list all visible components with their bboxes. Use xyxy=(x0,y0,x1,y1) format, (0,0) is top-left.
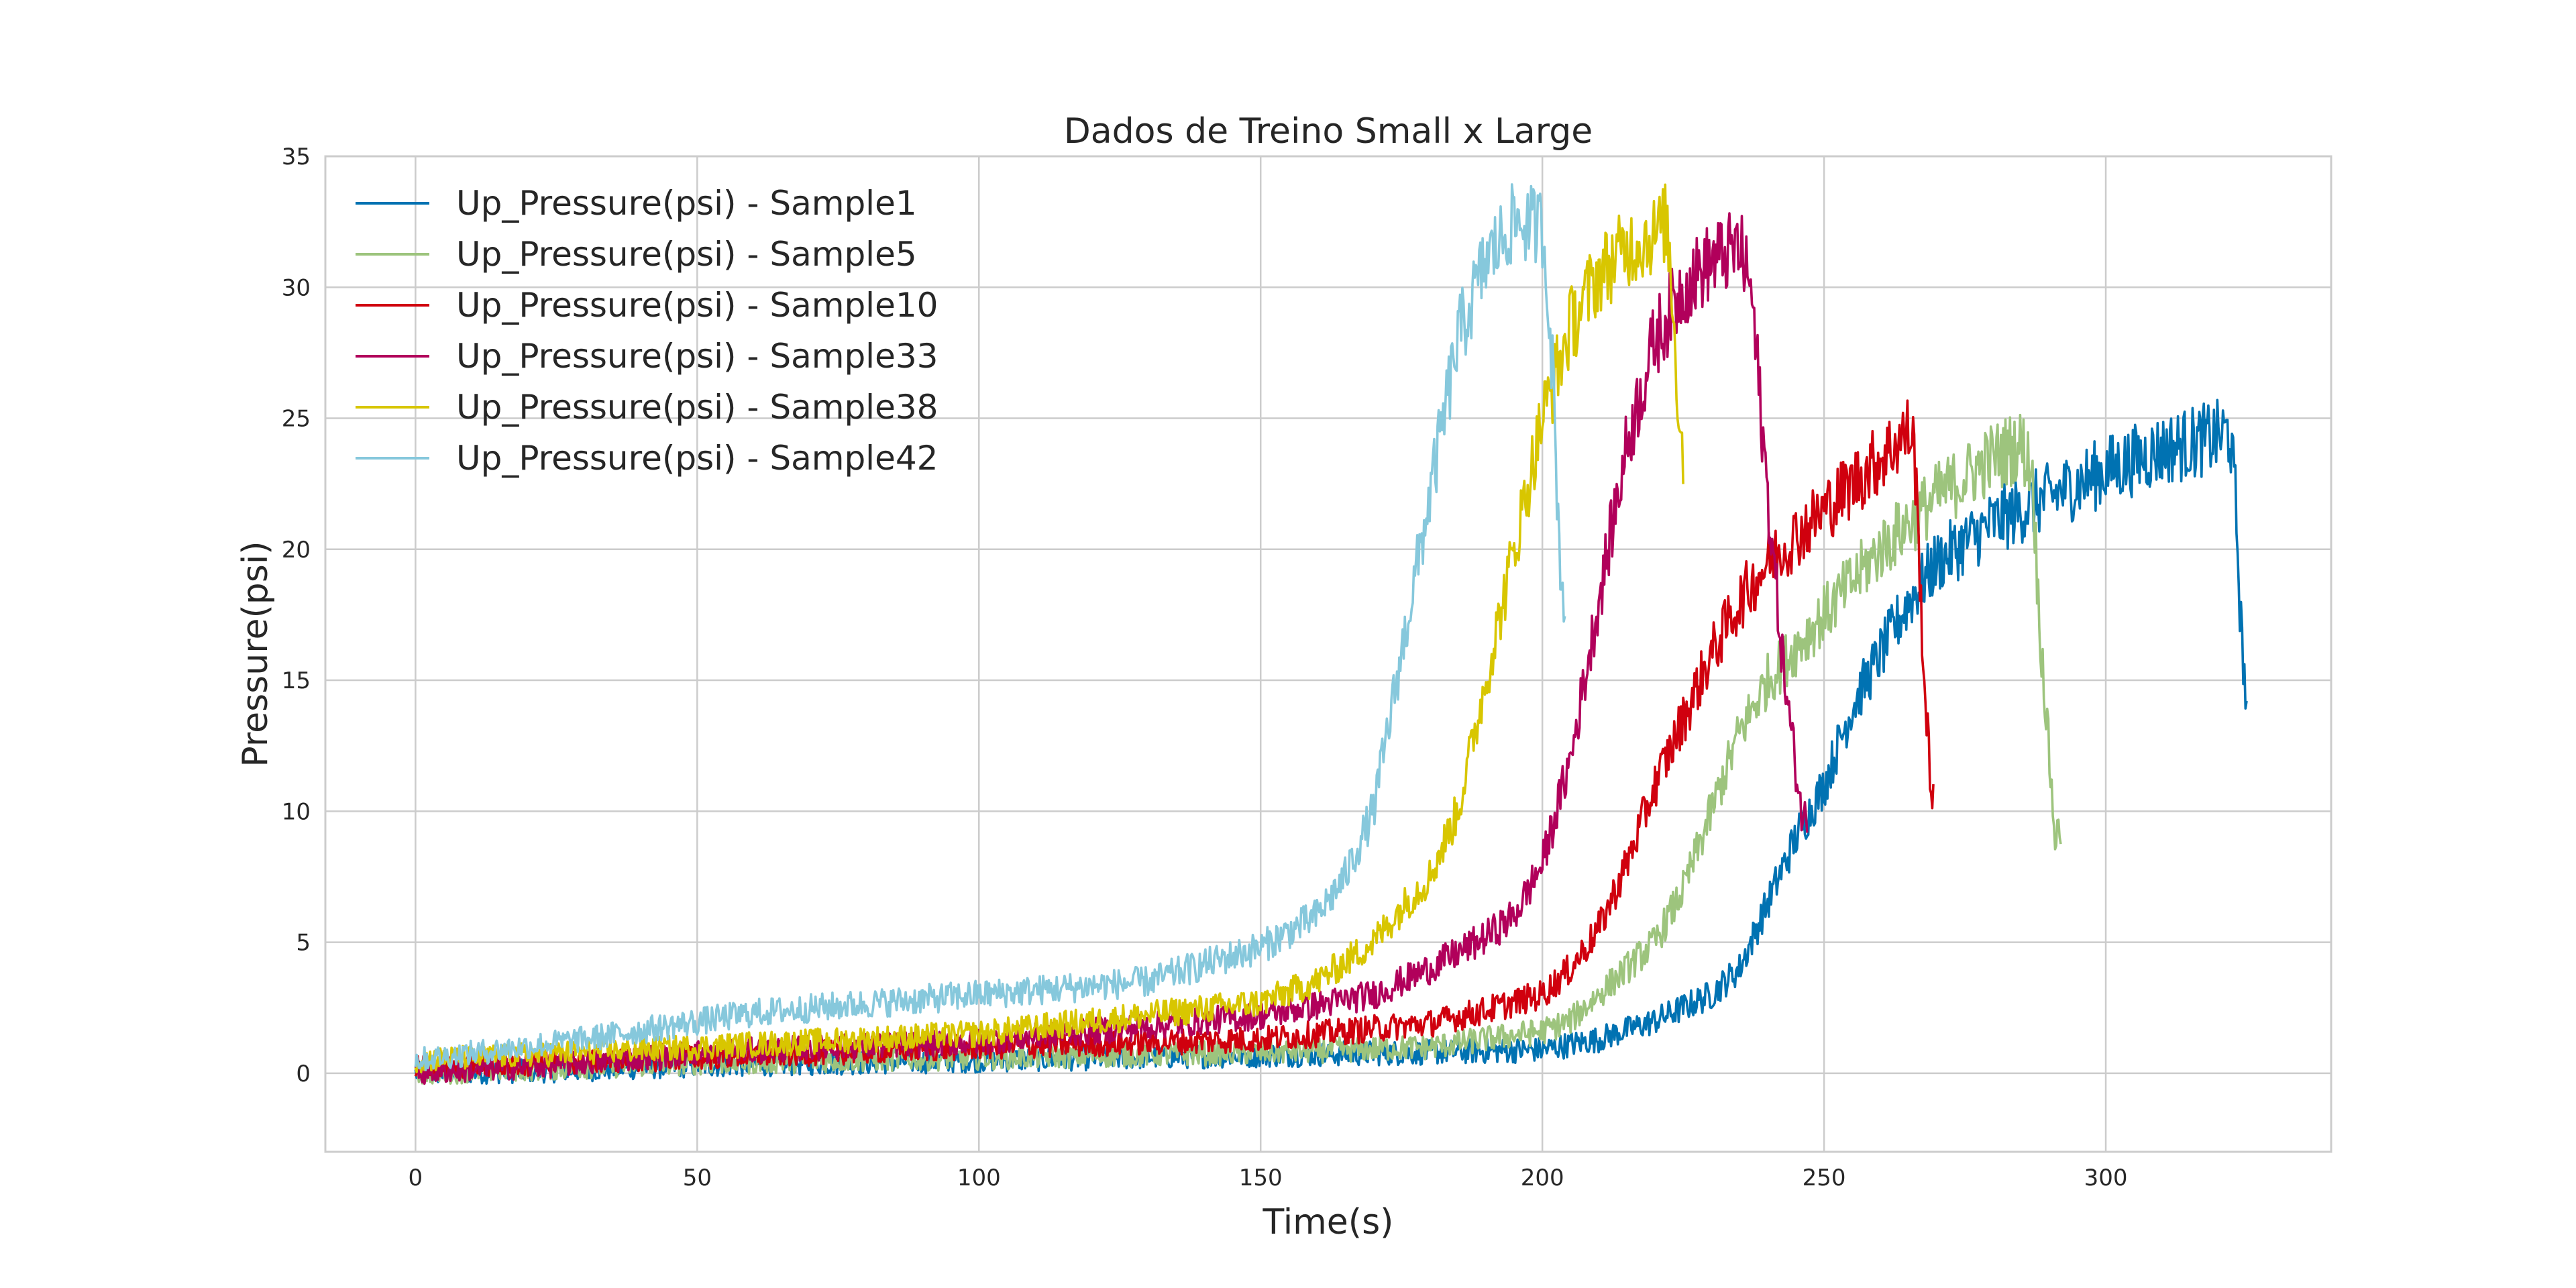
y-tick-label: 15 xyxy=(282,667,311,694)
y-tick-label: 35 xyxy=(282,144,311,170)
legend-entry-label: Up_Pressure(psi) - Sample5 xyxy=(456,235,917,274)
plot-frame xyxy=(324,155,2332,1153)
legend-entry-label: Up_Pressure(psi) - Sample38 xyxy=(456,388,938,427)
y-tick-label: 20 xyxy=(282,537,311,564)
x-tick-label: 0 xyxy=(409,1165,423,1191)
x-tick-label: 150 xyxy=(1239,1165,1283,1191)
x-tick-label: 50 xyxy=(683,1165,712,1191)
legend-entry-label: Up_Pressure(psi) - Sample10 xyxy=(456,286,938,325)
y-tick-label: 0 xyxy=(296,1061,311,1087)
series-line-3 xyxy=(414,399,1935,1079)
y-axis-title: Pressure(psi) xyxy=(235,541,276,767)
legend-entry-label: Up_Pressure(psi) - Sample42 xyxy=(456,439,938,478)
x-tick-label: 100 xyxy=(957,1165,1001,1191)
legend: Up_Pressure(psi) - Sample1 Up_Pressure(ps… xyxy=(356,184,938,478)
series-layer xyxy=(414,183,2248,1085)
y-tick-label: 5 xyxy=(296,930,311,957)
series-line-5 xyxy=(414,183,1684,1073)
series-line-4 xyxy=(414,212,1809,1085)
legend-entry-label: Up_Pressure(psi) - Sample33 xyxy=(456,337,938,376)
y-tick-label: 25 xyxy=(282,406,311,433)
legend-entry-label: Up_Pressure(psi) - Sample1 xyxy=(456,184,917,223)
chart-title: Dados de Treino Small x Large xyxy=(1064,111,1593,152)
x-tick-label: 250 xyxy=(1803,1165,1846,1191)
x-tick-label: 300 xyxy=(2084,1165,2128,1191)
series-line-6 xyxy=(414,183,1566,1071)
grid xyxy=(325,155,2331,1152)
y-tick-label: 10 xyxy=(282,798,311,825)
y-tick-label: 30 xyxy=(282,274,311,301)
x-axis-title: Time(s) xyxy=(1263,1202,1394,1242)
x-tick-label: 200 xyxy=(1521,1165,1564,1191)
tick-labels: 0 50 100 150 200 250 300 0 5 10 15 20 25 30 35 xyxy=(282,144,2128,1191)
